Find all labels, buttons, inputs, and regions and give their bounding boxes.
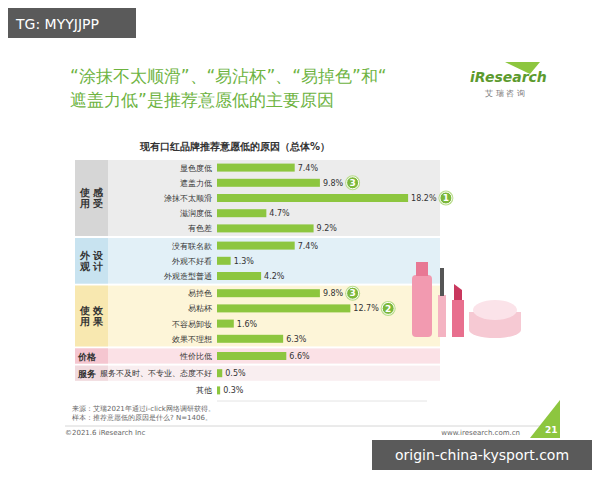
- group-band: [75, 366, 440, 381]
- rank-badge-ring: [345, 286, 360, 301]
- watermark: TG: MYYJJPP: [15, 16, 99, 32]
- group-label: 服务: [77, 369, 96, 379]
- group-label: 价格: [77, 352, 97, 362]
- source: 来源：艾瑞2021年通过i-click网络调研获得。: [72, 405, 215, 413]
- category-label: 性价比低: [179, 352, 212, 361]
- category-label: 涂抹不太顺滑: [164, 194, 212, 203]
- bar: [217, 289, 320, 297]
- rank-badge-ring: [438, 191, 453, 206]
- category-label: 服务不及时、不专业、态度不好: [100, 369, 212, 378]
- group-label-bg: [75, 238, 108, 284]
- category-label: 易掉色: [188, 289, 212, 298]
- x-axis-line: [217, 401, 427, 402]
- headline: 遮盖力低”是推荐意愿低的主要原因: [70, 90, 334, 110]
- group-label: 外观设计: [79, 250, 104, 272]
- category-label: 显色度低: [180, 164, 212, 173]
- page-number: 21: [545, 425, 558, 435]
- rank-badge-ring: [345, 175, 360, 190]
- category-label: 没有联名款: [172, 242, 212, 251]
- data-label: 9.8%: [323, 179, 344, 188]
- group-band: [75, 238, 440, 284]
- category-label: 其他: [196, 386, 212, 395]
- bar: [217, 272, 261, 280]
- group-label-bg: [75, 286, 108, 347]
- headline: “涂抹不太顺滑”、“易沾杯”、“易掉色”和“: [70, 66, 387, 86]
- watermark: origin-china-kysport.com: [395, 447, 569, 463]
- data-label: 7.4%: [298, 164, 319, 173]
- watermark-box: [8, 8, 136, 38]
- data-label: 4.7%: [269, 209, 290, 218]
- copyright: ©2021.6 iResearch Inc: [65, 429, 145, 437]
- sample: 样本：推荐意愿低的原因是什么? N=1406。: [72, 414, 212, 422]
- illustration: [412, 262, 521, 338]
- bar: [217, 304, 350, 312]
- logo-sub: 艾 瑞 咨 询: [485, 89, 525, 98]
- bar: [217, 369, 222, 377]
- mascara-brush: [440, 268, 444, 296]
- category-label: 易粘杯: [188, 304, 212, 313]
- category-label: 外观不好看: [172, 257, 212, 266]
- page: TG: MYYJJPP “涂抹不太顺滑”、“易沾杯”、“易掉色”和“ 遮盖力低”是推…: [0, 0, 600, 480]
- bar: [217, 179, 320, 187]
- rank-label: 1: [443, 193, 449, 203]
- data-label: 0.3%: [223, 386, 244, 395]
- rank-badge: [347, 177, 359, 189]
- category-label: 有色差: [188, 224, 212, 233]
- group-label: 使用感受: [79, 187, 104, 209]
- bars: [217, 164, 408, 395]
- rank-badge: [440, 192, 452, 204]
- cream: [473, 300, 517, 320]
- bar: [217, 335, 283, 343]
- group-label-bg: [75, 348, 108, 363]
- bar: [217, 164, 295, 172]
- data-label: 6.3%: [286, 335, 307, 344]
- group-label: 使用效果: [79, 305, 104, 327]
- category-label: 滋润度低: [180, 209, 212, 218]
- bar: [217, 257, 231, 265]
- data-label: 0.5%: [225, 369, 246, 378]
- group-band: [75, 286, 440, 347]
- data-label: 4.2%: [264, 272, 285, 281]
- corner-mark: [530, 400, 560, 438]
- data-label: 7.4%: [298, 242, 319, 251]
- bar: [217, 224, 314, 232]
- bottle-cap: [416, 262, 428, 276]
- bar: [217, 352, 286, 360]
- category-label: 效果不理想: [172, 335, 212, 344]
- bar: [217, 320, 234, 328]
- divider: [65, 426, 545, 427]
- bar: [217, 194, 408, 202]
- bar: [217, 386, 220, 394]
- data-label: 6.6%: [289, 352, 310, 361]
- mascara: [438, 295, 446, 337]
- category-label: 遮盖力低: [180, 179, 212, 188]
- rank-label: 2: [385, 304, 391, 314]
- rank-label: 3: [349, 178, 355, 188]
- data-label: 9.8%: [323, 289, 344, 298]
- lipstick-tip: [454, 284, 462, 300]
- rank-badge: [347, 287, 359, 299]
- group-band: [75, 348, 440, 363]
- data-label: 1.6%: [237, 320, 258, 329]
- category-label: 外观造型普通: [164, 272, 212, 281]
- bottle: [412, 275, 432, 337]
- data-label: 18.2%: [411, 194, 437, 203]
- logo: iResearch: [470, 69, 547, 85]
- data-label: 12.7%: [353, 304, 379, 313]
- rank-badge-ring: [381, 301, 396, 316]
- website: www.iresearch.com.cn: [441, 429, 520, 437]
- lipstick: [452, 300, 464, 337]
- data-label: 9.2%: [317, 224, 338, 233]
- data-label: 1.3%: [234, 257, 255, 266]
- watermark-box: [372, 440, 592, 470]
- rank-badge: [382, 302, 394, 314]
- rank-label: 3: [349, 288, 355, 298]
- category-label: 不容易卸妆: [172, 320, 212, 329]
- bar: [217, 242, 295, 250]
- background: [0, 0, 600, 480]
- group-band: [75, 160, 440, 236]
- bar: [217, 209, 266, 217]
- group-label-bg: [75, 160, 108, 236]
- chart-title: 现有口红品牌推荐意愿低的原因（总体%）: [139, 141, 330, 152]
